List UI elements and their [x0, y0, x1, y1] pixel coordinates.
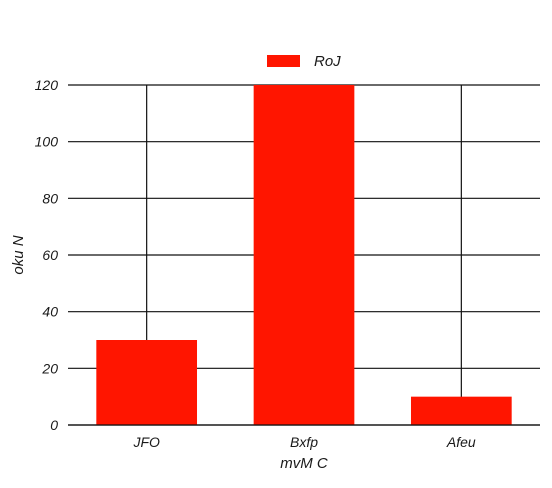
- x-axis-title: mvM C: [280, 455, 328, 472]
- y-tick-label: 60: [42, 247, 58, 263]
- x-tick-label: Afeu: [446, 434, 476, 450]
- y-tick-label: 0: [50, 417, 58, 433]
- x-tick-label: JFO: [132, 434, 160, 450]
- legend-swatch: [267, 55, 300, 67]
- y-axis-title: oku N: [10, 235, 27, 274]
- bar-afeu: [410, 396, 512, 425]
- y-tick-label: 40: [42, 304, 58, 320]
- bars-layer: [96, 85, 512, 425]
- y-tick-label: 20: [41, 360, 58, 376]
- y-tick-label: 120: [35, 77, 59, 93]
- axis-layer: 0 20 40 60 80 100 120 JFO Bxfp Afeu: [35, 77, 540, 450]
- bar-bxfp: [253, 85, 355, 425]
- legend-label: RoJ: [314, 53, 341, 70]
- y-tick-label: 100: [35, 134, 59, 150]
- legend: RoJ: [267, 53, 341, 70]
- bar-jfo: [96, 340, 198, 425]
- y-tick-label: 80: [42, 190, 58, 206]
- x-tick-label: Bxfp: [290, 434, 318, 450]
